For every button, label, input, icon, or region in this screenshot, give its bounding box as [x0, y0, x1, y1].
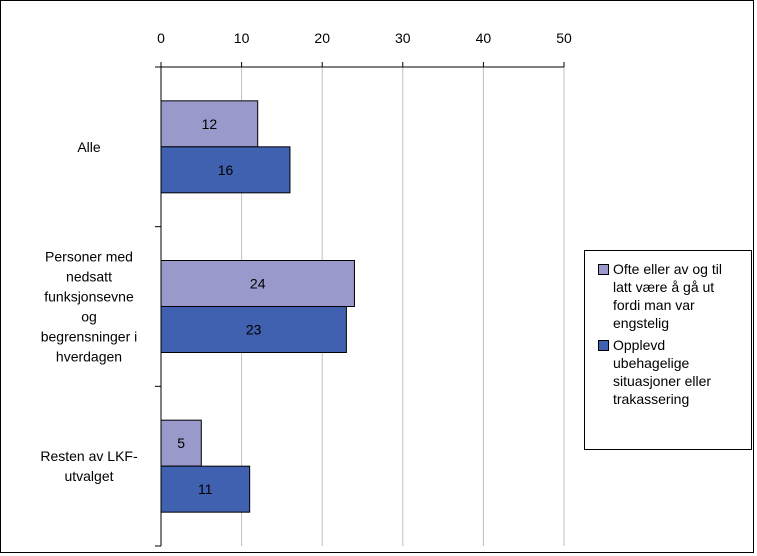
- x-tick-label: 20: [314, 30, 330, 46]
- bar: [160, 146, 291, 194]
- legend-swatch: [598, 340, 609, 351]
- data-label: 11: [198, 481, 213, 497]
- category-label: begrensninger i: [41, 329, 138, 345]
- category-label: og: [81, 309, 97, 325]
- data-label: 16: [218, 162, 234, 178]
- bar: [160, 465, 251, 513]
- bar: [160, 260, 355, 307]
- bar: [160, 100, 259, 148]
- category-label: Personer med: [45, 249, 133, 265]
- x-tick-label: 50: [556, 30, 572, 46]
- legend-item: Ofte eller av og til latt være å gå ut for…: [598, 260, 745, 332]
- data-label: 23: [246, 322, 262, 338]
- category-label: hverdagen: [56, 349, 122, 365]
- x-tick-label: 0: [157, 30, 165, 46]
- bar: [160, 419, 202, 467]
- bar: [160, 306, 347, 353]
- data-label: 12: [202, 116, 218, 132]
- legend-swatch: [598, 264, 609, 275]
- x-tick-label: 40: [476, 30, 492, 46]
- category-label: funksjonsevne: [44, 289, 134, 305]
- legend-item: Opplevd ubehagelige situasjoner eller traka…: [598, 336, 745, 408]
- x-tick-label: 30: [395, 30, 411, 46]
- category-label: Resten av LKF-: [40, 448, 138, 464]
- legend-label: Ofte eller av og til latt være å gå ut for…: [613, 261, 722, 331]
- x-tick-label: 10: [234, 30, 250, 46]
- data-label: 24: [250, 276, 266, 292]
- data-label: 5: [177, 435, 185, 451]
- legend: Ofte eller av og til latt være å gå ut for…: [584, 250, 752, 450]
- legend-label: Opplevd ubehagelige situasjoner eller traka…: [613, 337, 712, 407]
- category-label: utvalget: [64, 468, 113, 484]
- category-label: Alle: [77, 139, 101, 155]
- category-label: nedsatt: [66, 269, 112, 285]
